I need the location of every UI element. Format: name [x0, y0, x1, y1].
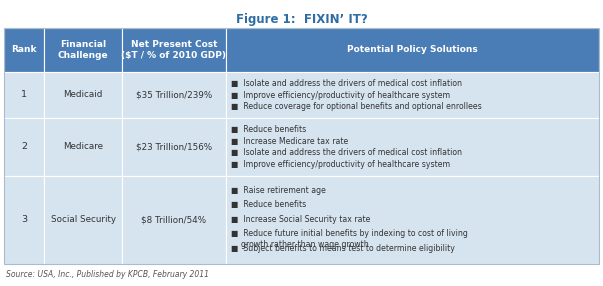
Bar	[4, 28, 599, 264]
Text: $35 Trillion/239%: $35 Trillion/239%	[136, 90, 212, 99]
Text: Medicaid: Medicaid	[63, 90, 103, 99]
Text: ■  Improve efficiency/productivity of healthcare system: ■ Improve efficiency/productivity of hea…	[231, 91, 450, 100]
Text: 3: 3	[21, 215, 27, 224]
Bar	[122, 28, 226, 72]
Bar	[122, 118, 226, 176]
Bar	[4, 72, 45, 118]
Text: ■  Isolate and address the drivers of medical cost inflation: ■ Isolate and address the drivers of med…	[231, 148, 462, 157]
Text: ■  Subject benefits to means test to determine eligibility: ■ Subject benefits to means test to dete…	[231, 244, 455, 253]
Text: ■  Isolate and address the drivers of medical cost inflation: ■ Isolate and address the drivers of med…	[231, 79, 462, 88]
Text: Financial
Challenge: Financial Challenge	[58, 40, 109, 60]
Bar	[226, 118, 599, 176]
Text: Rank: Rank	[11, 45, 37, 54]
Text: Social Security: Social Security	[51, 215, 116, 224]
Text: ■  Reduce benefits: ■ Reduce benefits	[231, 200, 306, 209]
Text: 2: 2	[21, 142, 27, 151]
Text: Figure 1:  FIXIN’ IT?: Figure 1: FIXIN’ IT?	[236, 13, 367, 26]
Text: ■  Reduce benefits: ■ Reduce benefits	[231, 125, 306, 134]
Bar	[45, 118, 122, 176]
Bar	[226, 72, 599, 118]
Text: Potential Policy Solutions: Potential Policy Solutions	[347, 45, 478, 54]
Bar	[122, 72, 226, 118]
Text: ■  Improve efficiency/productivity of healthcare system: ■ Improve efficiency/productivity of hea…	[231, 160, 450, 169]
Text: ■  Reduce future initial benefits by indexing to cost of living
    growth rathe: ■ Reduce future initial benefits by inde…	[231, 229, 468, 249]
Text: ■  Raise retirement age: ■ Raise retirement age	[231, 186, 326, 195]
Text: Net Present Cost
($T / % of 2010 GDP): Net Present Cost ($T / % of 2010 GDP)	[121, 40, 226, 60]
Text: ■  Increase Social Security tax rate: ■ Increase Social Security tax rate	[231, 215, 370, 224]
Text: Source: USA, Inc., Published by KPCB, February 2011: Source: USA, Inc., Published by KPCB, Fe…	[6, 270, 209, 279]
Bar	[4, 28, 45, 72]
Bar	[4, 118, 45, 176]
Text: $8 Trillion/54%: $8 Trillion/54%	[141, 215, 206, 224]
Bar	[226, 28, 599, 72]
Text: ■  Reduce coverage for optional benefits and optional enrollees: ■ Reduce coverage for optional benefits …	[231, 102, 482, 111]
Text: Medicare: Medicare	[63, 142, 103, 151]
Bar	[4, 176, 45, 264]
Bar	[45, 72, 122, 118]
Text: 1: 1	[21, 90, 27, 99]
Bar	[45, 176, 122, 264]
Bar	[226, 176, 599, 264]
Bar	[45, 28, 122, 72]
Text: $23 Trillion/156%: $23 Trillion/156%	[136, 142, 212, 151]
Text: ■  Increase Medicare tax rate: ■ Increase Medicare tax rate	[231, 137, 348, 146]
Bar	[122, 176, 226, 264]
